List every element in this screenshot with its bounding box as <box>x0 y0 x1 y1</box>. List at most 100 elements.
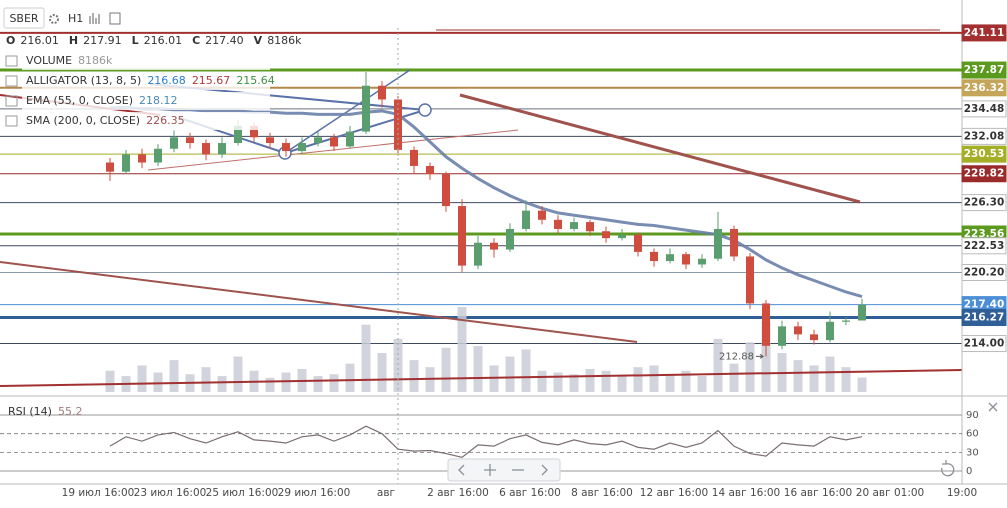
ohlc-line: O 216.01 H 217.91 L 216.01 C 217.40 V 8186k <box>6 34 302 47</box>
candle-body <box>410 149 418 166</box>
reset-icon[interactable] <box>941 460 955 477</box>
candle-body <box>234 125 242 144</box>
price-axis: 241.11 237.87 236.32 234.48 232.08 230.53 228.… <box>961 24 1007 353</box>
legend-eye[interactable] <box>5 75 18 87</box>
candle-body <box>474 242 482 266</box>
anchor-point[interactable] <box>418 103 432 117</box>
candle-body <box>314 137 322 144</box>
x-tick-label: 16 авг 16:00 <box>784 487 852 499</box>
candle-body <box>682 254 690 265</box>
price-label: 226.30 <box>964 197 1005 209</box>
price-label-bg <box>961 61 1007 79</box>
legend-value: 226.35 <box>146 114 185 127</box>
volume-bar <box>649 365 659 392</box>
candle-body <box>762 303 770 346</box>
volume-bar <box>745 342 755 392</box>
scroll-left[interactable] <box>458 464 465 476</box>
volume-bar <box>713 338 723 392</box>
legend-bg <box>22 92 270 110</box>
price-label: 220.20 <box>964 266 1005 278</box>
ohlc-value: 8186k <box>267 34 302 47</box>
legend-value: 216.68 <box>147 74 186 87</box>
candle-body <box>122 154 130 172</box>
price-label: 230.53 <box>964 148 1005 160</box>
volume-bar <box>201 367 211 392</box>
volume-bar <box>505 356 515 392</box>
price-label: 234.48 <box>964 103 1005 115</box>
candle-body <box>666 254 674 262</box>
ohlc-key: C <box>192 34 200 47</box>
price-label: 232.08 <box>964 130 1005 142</box>
price-label-bg <box>961 79 1007 97</box>
legend-eye[interactable] <box>5 95 18 107</box>
candle-body <box>858 304 866 321</box>
candle-body <box>602 231 610 239</box>
price-label-bg <box>961 335 1007 353</box>
trend-line <box>0 369 963 387</box>
compare-icon[interactable] <box>109 12 121 25</box>
price-label-bg <box>961 165 1007 183</box>
legend-name: SMA (200, 0, CLOSE) <box>26 114 140 127</box>
x-tick-label: 19:00 <box>947 487 977 499</box>
candle-body <box>842 320 850 322</box>
symbol[interactable]: SBER <box>9 12 38 25</box>
volume-bar <box>169 360 179 392</box>
legend-eye[interactable] <box>5 55 18 67</box>
price-label-bg <box>961 194 1007 212</box>
candle-body <box>106 162 114 172</box>
candle-body <box>506 228 514 250</box>
price-label: 236.32 <box>964 82 1005 94</box>
zoom-in[interactable] <box>484 464 496 476</box>
price-label: 241.11 <box>964 27 1005 39</box>
volume-bar <box>729 363 739 392</box>
legend-entry: VOLUME 8186k <box>26 54 113 67</box>
close-pane[interactable] <box>988 402 998 412</box>
candle-body <box>442 173 450 207</box>
ohlc-key: L <box>132 34 139 47</box>
symbol-box[interactable] <box>3 7 45 29</box>
legend-name: VOLUME <box>26 54 72 67</box>
trend-line <box>284 69 411 154</box>
scroll-right[interactable] <box>541 464 548 476</box>
volume-bar <box>233 356 243 392</box>
volume-bar <box>761 321 771 392</box>
volume-bar <box>537 370 547 392</box>
legend-eye[interactable] <box>5 115 18 127</box>
candle-body <box>154 148 162 163</box>
low-label: 212.88 <box>719 351 754 362</box>
price-label: 217.40 <box>964 299 1005 311</box>
price-label: 237.87 <box>964 64 1005 76</box>
x-tick-label: 20 авг 01:00 <box>856 487 924 499</box>
price-label: 216.27 <box>964 312 1005 324</box>
price-label-bg <box>961 127 1007 145</box>
rsi-value: 55.2 <box>58 405 83 418</box>
bars-icon[interactable] <box>89 13 100 24</box>
volume-bar <box>137 365 147 392</box>
legend: VOLUME 8186k ALLIGATOR (13, 8, 5) 216.68 215… <box>5 52 275 130</box>
volume-bar <box>345 363 355 392</box>
ohlc-value: 217.40 <box>205 34 244 47</box>
trend-line <box>459 93 861 204</box>
interval[interactable]: H1 <box>68 12 83 25</box>
legend-bg <box>22 52 270 70</box>
ohlc-key: O <box>6 34 15 47</box>
x-tick-label: 29 июл 16:00 <box>278 487 351 499</box>
rsi-legend: RSI (14) 55.2 <box>8 405 82 418</box>
volume-bar <box>105 370 115 392</box>
rsi-tick-label: 90 <box>966 410 979 421</box>
price-label-bg <box>961 100 1007 118</box>
legend-value: 8186k <box>78 54 113 67</box>
candle-body <box>266 137 274 144</box>
volume-bar <box>377 353 387 392</box>
x-tick-label: 8 авг 16:00 <box>571 487 633 499</box>
candle-body <box>138 154 146 163</box>
candle-body <box>490 242 498 250</box>
settings-icon[interactable] <box>49 14 59 24</box>
legend-bg <box>22 112 270 130</box>
volume-bar <box>457 307 467 392</box>
volume-bar <box>665 374 675 392</box>
price-label: 222.53 <box>964 240 1005 252</box>
rsi-line <box>109 425 863 458</box>
x-tick-label: 12 авг 16:00 <box>640 487 708 499</box>
candle-body <box>586 222 594 232</box>
